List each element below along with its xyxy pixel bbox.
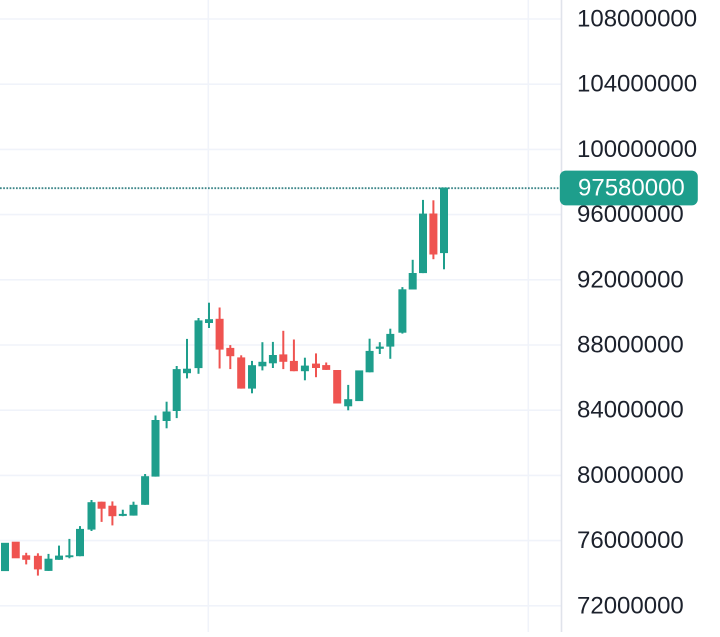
- svg-text:72000000: 72000000: [577, 592, 684, 619]
- svg-text:97580000: 97580000: [578, 175, 685, 202]
- svg-text:76000000: 76000000: [577, 527, 684, 554]
- svg-text:88000000: 88000000: [577, 332, 684, 359]
- svg-text:108000000: 108000000: [577, 6, 697, 33]
- svg-text:104000000: 104000000: [577, 71, 697, 98]
- svg-text:96000000: 96000000: [577, 201, 684, 228]
- svg-text:84000000: 84000000: [577, 397, 684, 424]
- svg-text:92000000: 92000000: [577, 266, 684, 293]
- svg-text:100000000: 100000000: [577, 136, 697, 163]
- svg-text:80000000: 80000000: [577, 462, 684, 489]
